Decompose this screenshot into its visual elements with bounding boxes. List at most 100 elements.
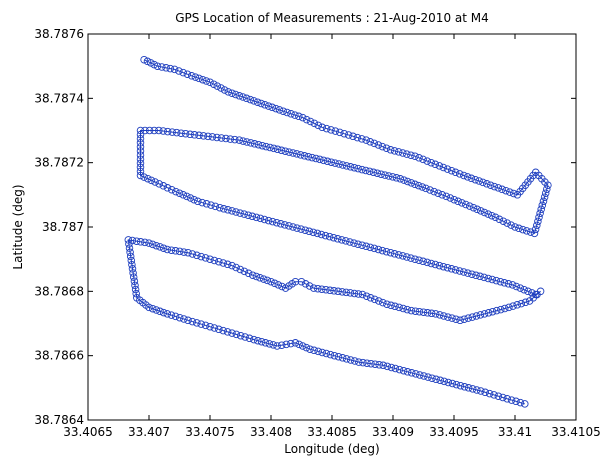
data-point: [132, 289, 140, 298]
data-point: [272, 104, 280, 113]
data-point: [321, 231, 330, 240]
data-point: [256, 274, 264, 282]
data-point: [494, 184, 503, 192]
data-point: [436, 311, 444, 319]
y-tick-labels: 38.7864 38.7866 38.7868 38.787 38.7872 38.787…: [34, 27, 84, 427]
data-point: [175, 313, 184, 322]
data-point: [366, 138, 374, 146]
data-point: [435, 162, 444, 170]
data-point: [265, 340, 274, 348]
data-point: [310, 119, 319, 128]
data-point: [148, 304, 157, 313]
data-point: [130, 277, 139, 285]
data-point: [363, 359, 371, 367]
data-point: [334, 352, 343, 361]
data-point: [468, 313, 477, 321]
data-point: [232, 330, 241, 339]
data-point: [488, 275, 496, 284]
data-point: [228, 207, 236, 215]
data-point: [323, 157, 332, 166]
data-point: [486, 181, 495, 189]
data-point: [128, 265, 137, 273]
data-point: [296, 151, 305, 159]
data-point: [167, 185, 176, 194]
data-point: [395, 365, 404, 374]
data-point: [206, 322, 214, 331]
data-point: [244, 211, 252, 219]
data-point: [148, 240, 157, 249]
data-point: [246, 95, 255, 104]
data-point: [438, 191, 446, 199]
data-point: [496, 277, 505, 286]
data-point: [426, 186, 434, 194]
data-point: [322, 285, 330, 294]
data-point: [536, 209, 544, 218]
data-point: [162, 64, 170, 72]
data-point: [460, 383, 469, 391]
data-point: [338, 288, 346, 296]
data-point: [447, 265, 456, 273]
data-point: [242, 94, 251, 103]
data-point: [521, 298, 530, 307]
data-point: [350, 163, 359, 172]
data-point: [314, 284, 322, 293]
data-point: [331, 159, 339, 167]
data-point: [197, 252, 205, 261]
data-point: [403, 305, 411, 314]
data-point: [293, 224, 301, 232]
data-point: [354, 240, 362, 248]
data-point: [313, 229, 322, 238]
data-point: [464, 384, 473, 392]
data-point: [277, 146, 286, 155]
data-point: [132, 237, 141, 245]
data-point: [228, 89, 236, 97]
data-point: [468, 270, 476, 278]
data-point: [524, 287, 532, 296]
data-point: [513, 301, 521, 309]
data-point: [250, 97, 258, 105]
y-axis-title: Latitude (deg): [11, 184, 25, 269]
data-point: [512, 282, 521, 291]
data-point: [193, 319, 201, 327]
x-tick-label: 33.407: [128, 425, 170, 439]
data-point: [136, 143, 145, 151]
data-point: [141, 126, 149, 135]
data-point: [443, 165, 452, 173]
data-point: [403, 177, 412, 186]
x-tick-label: 33.408: [250, 425, 292, 439]
data-point: [399, 149, 407, 157]
data-point: [427, 309, 436, 318]
data-point: [270, 279, 279, 288]
data-point: [236, 265, 245, 274]
data-point: [326, 286, 334, 295]
data-point: [362, 292, 371, 300]
data-point: [391, 364, 400, 373]
data-point: [322, 124, 331, 133]
data-point: [152, 241, 161, 250]
data-point: [305, 282, 314, 290]
data-point: [512, 397, 520, 406]
data-point: [272, 218, 281, 227]
data-point: [370, 295, 379, 304]
data-point: [346, 356, 355, 364]
data-point: [215, 325, 223, 334]
data-point: [304, 152, 313, 161]
data-point: [171, 247, 180, 255]
data-point: [460, 268, 468, 276]
data-point: [236, 331, 245, 340]
data-point: [451, 266, 460, 274]
data-point: [403, 253, 411, 261]
data-point: [136, 238, 145, 246]
data-point: [387, 363, 396, 372]
data-point: [418, 183, 427, 191]
data-point: [399, 252, 407, 260]
data-point: [505, 303, 513, 312]
data-point: [415, 154, 423, 162]
x-axis-title: Longitude (deg): [284, 442, 379, 456]
data-point: [152, 306, 161, 314]
data-point: [232, 263, 240, 272]
data-point: [322, 349, 331, 358]
data-point: [248, 212, 257, 221]
data-point: [223, 260, 232, 269]
data-point: [306, 345, 314, 353]
